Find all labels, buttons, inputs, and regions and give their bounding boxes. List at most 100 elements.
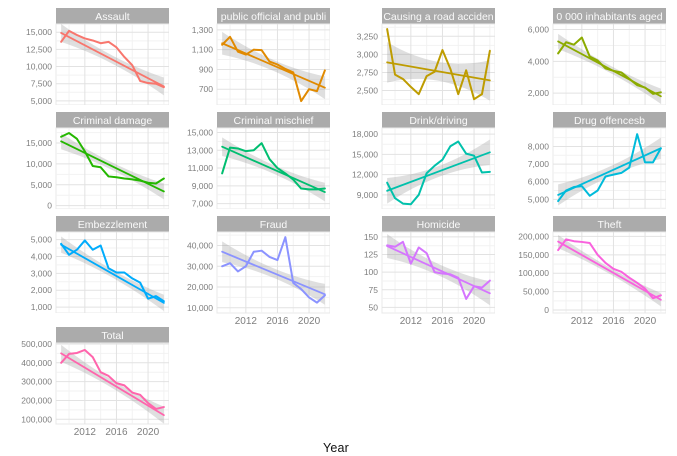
facet-title: Homicide: [417, 219, 461, 231]
trend-line: [60, 243, 165, 304]
facet-strip: [217, 8, 330, 24]
x-tick-label: 2016: [266, 316, 289, 327]
y-tick-label: 4,000: [31, 251, 53, 261]
y-tick-label: 12,000: [352, 170, 378, 180]
panel-background: [55, 23, 169, 105]
y-tick-label: 18,000: [352, 129, 378, 139]
y-tick-label: 12,500: [26, 44, 52, 54]
panel-background: [216, 23, 330, 105]
data-line: [60, 132, 165, 185]
facet-title: Causing a road acciden: [383, 11, 493, 23]
facet-strip: [56, 327, 169, 343]
y-tick-label: 5,000: [31, 96, 53, 105]
y-tick-label: 2,500: [357, 86, 379, 96]
y-tick-label: 2,000: [528, 88, 550, 98]
facet-embezzlement: Embezzlement 1,000 2,000 3,000 4,000 5,000: [31, 216, 169, 313]
y-tick-label: 7,000: [528, 159, 550, 169]
facet-title: Total: [101, 330, 123, 342]
facet-title: Theft: [598, 219, 622, 231]
data-line: [386, 240, 491, 300]
y-tick-label: 15,000: [352, 149, 378, 159]
trend-line: [60, 352, 165, 417]
data-line: [221, 236, 326, 304]
facet-assault: Assault 5,000 7,500 10,000 12,500 15,000: [26, 8, 169, 105]
y-tick-label: 7,000: [192, 199, 214, 209]
y-tick-label: 0: [47, 201, 52, 209]
trend-line: [60, 32, 165, 88]
facet-row-2: Criminal damage 0 5,000 10,000 15,000 Crimina…: [6, 112, 677, 209]
y-tick-label: 1,100: [192, 45, 214, 55]
facet-title: Drug offencesb: [574, 115, 645, 127]
y-tick-label: 13,000: [187, 145, 213, 155]
y-tick-label: 3,000: [31, 268, 53, 278]
facet-drink_driving: Drink/driving 9,000 12,000 15,000 18,000: [352, 112, 495, 209]
x-tick-label: 2020: [463, 316, 486, 327]
x-tick-label: 2012: [235, 316, 258, 327]
y-tick-label: 10,000: [26, 159, 52, 169]
panel-background: [381, 127, 495, 209]
facet-strip: [553, 216, 666, 232]
y-tick-label: 15,000: [26, 138, 52, 148]
facet-title: Embezzlement: [78, 219, 148, 231]
facet-inhabitants: 0 000 inhabitants aged 2,000 4,000 6,000: [528, 8, 666, 105]
data-line: [221, 35, 326, 103]
y-tick-label: 2,750: [357, 67, 379, 77]
y-tick-label: 200,000: [518, 231, 549, 241]
y-tick-label: 30,000: [187, 261, 213, 271]
panel-background: [552, 23, 666, 105]
y-tick-label: 4,000: [528, 56, 550, 66]
y-tick-label: 15,000: [187, 127, 213, 137]
trend-line: [221, 145, 326, 193]
y-tick-label: 10,000: [187, 303, 213, 313]
y-tick-label: 15,000: [26, 27, 52, 37]
facet-strip: [382, 216, 495, 232]
facet-title: Fraud: [260, 219, 288, 231]
x-tick-label: 2012: [571, 316, 594, 327]
y-tick-label: 150,000: [518, 250, 549, 260]
y-tick-label: 50,000: [523, 287, 549, 297]
panel-background: [55, 231, 169, 313]
trend-line: [386, 151, 491, 192]
x-tick-label: 2016: [431, 316, 454, 327]
facet-title: Criminal mischief: [234, 115, 314, 127]
facet-grid: Assault 5,000 7,500 10,000 12,500 15,000 publi…: [6, 8, 677, 438]
y-tick-label: 10,000: [26, 62, 52, 72]
facet-strip: [56, 216, 169, 232]
data-line: [557, 36, 662, 95]
facet-title: public official and publi: [221, 11, 326, 23]
facet-title: Drink/driving: [409, 115, 468, 127]
y-tick-label: 2,000: [31, 285, 53, 295]
y-tick-label: 0: [544, 305, 549, 315]
y-tick-label: 1,000: [31, 302, 53, 312]
facet-fraud: Fraud 10,000 20,000 30,000 40,000 2012 2016 202…: [187, 216, 330, 327]
data-line: [60, 239, 165, 303]
facet-row-1: Assault 5,000 7,500 10,000 12,500 15,000 publi…: [6, 8, 677, 105]
y-tick-label: 900: [199, 64, 213, 74]
y-tick-label: 400,000: [21, 358, 52, 368]
y-tick-label: 40,000: [187, 241, 213, 251]
y-tick-label: 3,250: [357, 31, 379, 41]
y-tick-label: 100,000: [518, 268, 549, 278]
y-tick-label: 5,000: [31, 180, 53, 190]
facet-row-3: Embezzlement 1,000 2,000 3,000 4,000 5,000 Fra…: [6, 216, 677, 327]
facet-strip: [553, 112, 666, 128]
data-line: [557, 133, 662, 203]
x-tick-label: 2016: [105, 427, 128, 438]
y-tick-label: 9,000: [192, 181, 214, 191]
trend-line: [221, 250, 326, 296]
y-tick-label: 100: [364, 267, 378, 277]
facet-strip: [382, 112, 495, 128]
trend-line: [386, 245, 491, 295]
facet-title: 0 000 inhabitants aged: [556, 11, 662, 23]
facet-public_official: public official and publi 700 900 1,100 1,30…: [192, 8, 330, 105]
x-tick-label: 2012: [400, 316, 423, 327]
facet-total: Total 100,000 200,000 300,000 400,000 500,000…: [21, 327, 169, 438]
y-tick-label: 9,000: [357, 190, 379, 200]
panel-background: [552, 127, 666, 209]
y-tick-label: 500,000: [21, 339, 52, 349]
y-tick-label: 8,000: [528, 141, 550, 151]
y-tick-label: 6,000: [528, 25, 550, 35]
facet-title: Assault: [95, 11, 130, 23]
y-tick-label: 75: [369, 285, 379, 295]
